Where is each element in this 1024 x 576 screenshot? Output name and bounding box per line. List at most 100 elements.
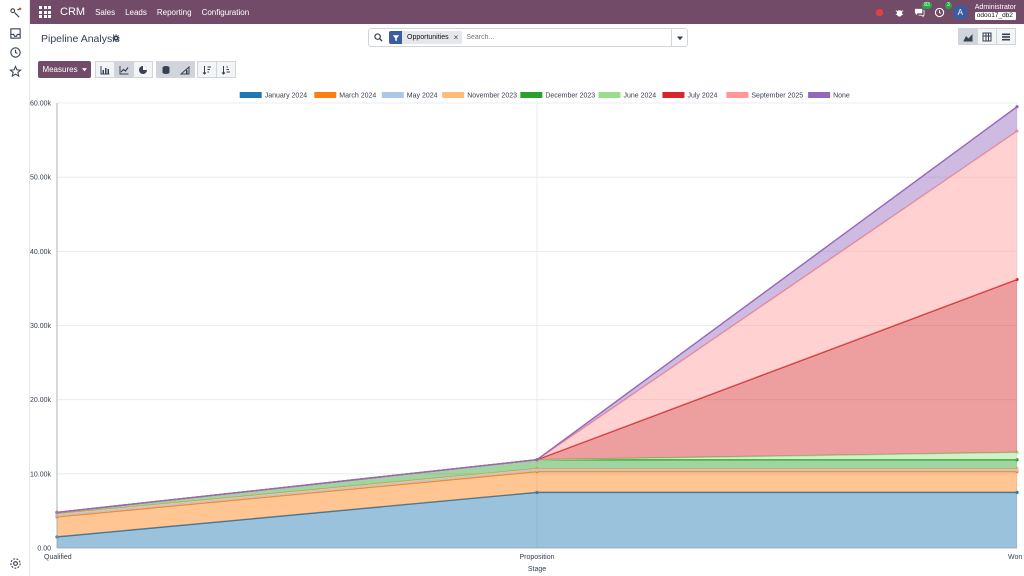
measures-dropdown-button[interactable]: Measures bbox=[38, 61, 91, 78]
filter-facet-remove-button[interactable]: × bbox=[453, 33, 459, 42]
series-area-7 bbox=[57, 131, 1017, 513]
legend-label-0: January 2024 bbox=[265, 93, 308, 100]
sort-descending-button[interactable] bbox=[197, 61, 217, 78]
page-title: Pipeline Analysis bbox=[41, 33, 120, 45]
messages-badge: 83 bbox=[922, 2, 932, 9]
legend-label-4: December 2023 bbox=[545, 93, 595, 100]
menu-reporting[interactable]: Reporting bbox=[156, 7, 192, 17]
pivot-view-button[interactable] bbox=[977, 28, 997, 45]
app-brand[interactable]: CRM bbox=[60, 6, 86, 18]
y-tick-label: 60.00k bbox=[30, 101, 51, 108]
series-area-0 bbox=[57, 492, 1017, 548]
cumulative-button[interactable] bbox=[175, 61, 195, 78]
sort-descending-icon bbox=[202, 65, 211, 75]
series-point-6 bbox=[1015, 277, 1019, 282]
pie-chart-button[interactable] bbox=[133, 61, 153, 78]
sort-ascending-icon bbox=[221, 65, 230, 75]
filter-icon bbox=[389, 31, 402, 44]
record-icon[interactable] bbox=[874, 6, 886, 18]
graph-view-button[interactable] bbox=[958, 28, 978, 45]
series-point-3 bbox=[1015, 467, 1019, 471]
search-input[interactable] bbox=[466, 34, 617, 41]
caret-down-icon bbox=[676, 36, 683, 40]
bar-chart-icon bbox=[100, 65, 110, 74]
activities-badge: 3 bbox=[944, 2, 952, 9]
stacked-button[interactable] bbox=[156, 61, 176, 78]
series-point-8 bbox=[1015, 105, 1019, 109]
clock-icon[interactable] bbox=[8, 45, 22, 59]
area-chart-icon bbox=[963, 33, 973, 41]
menu-sales[interactable]: Sales bbox=[95, 7, 116, 17]
list-icon bbox=[1002, 33, 1010, 40]
area-chart: 0.00 10.00k 20.00k 30.00k 40.00k 50.00k 60.00k… bbox=[30, 92, 1022, 573]
y-tick-label: 0.00 bbox=[37, 546, 51, 553]
activity-icon[interactable] bbox=[8, 6, 22, 20]
chart-type-group bbox=[95, 61, 153, 78]
messages-icon[interactable]: 83 bbox=[914, 2, 932, 18]
series-area-1 bbox=[57, 471, 1017, 537]
legend-swatch-7 bbox=[726, 92, 749, 98]
x-axis-title: Stage bbox=[528, 566, 546, 573]
legend-label-1: March 2024 bbox=[339, 93, 376, 100]
pie-chart-icon bbox=[139, 65, 147, 74]
y-tick-label: 20.00k bbox=[30, 397, 51, 404]
legend-swatch-2 bbox=[381, 92, 404, 98]
filter-facet-label: Opportunities bbox=[407, 34, 449, 41]
apps-menu-icon[interactable] bbox=[39, 6, 51, 18]
legend-swatch-8 bbox=[808, 92, 831, 98]
series-point-5 bbox=[1015, 450, 1019, 454]
legend-swatch-1 bbox=[314, 92, 337, 98]
user-avatar[interactable]: A bbox=[953, 5, 967, 19]
legend-swatch-4 bbox=[520, 92, 543, 98]
sort-ascending-button[interactable] bbox=[216, 61, 236, 78]
settings-icon[interactable] bbox=[8, 556, 22, 570]
legend-swatch-6 bbox=[662, 92, 685, 98]
x-tick-label: Proposition bbox=[519, 554, 554, 561]
series-point-0 bbox=[1015, 490, 1019, 494]
star-icon[interactable] bbox=[8, 64, 22, 78]
legend-label-6: July 2024 bbox=[687, 93, 717, 100]
search-icon[interactable] bbox=[374, 33, 383, 42]
x-tick-label: Won bbox=[1008, 554, 1022, 561]
y-tick-label: 50.00k bbox=[30, 175, 51, 182]
legend-swatch-5 bbox=[598, 92, 621, 98]
series-point-3 bbox=[535, 467, 539, 471]
activities-clock-icon[interactable]: 3 bbox=[934, 2, 952, 18]
bug-icon[interactable] bbox=[894, 6, 906, 18]
menu-leads[interactable]: Leads bbox=[125, 7, 147, 17]
series-point-8 bbox=[535, 458, 539, 462]
line-chart-button[interactable] bbox=[114, 61, 134, 78]
user-menu[interactable]: Administrator odoo17_db2 bbox=[974, 4, 1016, 20]
series-point-0 bbox=[535, 490, 539, 494]
sort-group bbox=[197, 61, 236, 78]
bar-chart-button[interactable] bbox=[95, 61, 115, 78]
legend-label-8: None bbox=[833, 93, 850, 100]
search-bar: Opportunities × bbox=[368, 28, 688, 47]
series-area-4 bbox=[57, 459, 1017, 514]
line-chart-icon bbox=[119, 65, 129, 74]
database-name: odoo17_db2 bbox=[974, 12, 1016, 20]
pivot-table-icon bbox=[982, 32, 992, 41]
user-name: Administrator bbox=[974, 4, 1016, 11]
series-area-5 bbox=[57, 452, 1017, 513]
legend-label-3: November 2023 bbox=[467, 93, 517, 100]
gear-icon[interactable] bbox=[112, 34, 120, 42]
inbox-icon[interactable] bbox=[8, 26, 22, 40]
search-options-toggle[interactable] bbox=[671, 29, 687, 46]
legend-label-7: September 2025 bbox=[751, 93, 803, 100]
list-view-button[interactable] bbox=[996, 28, 1016, 45]
pipeline-chart: 0.00 10.00k 20.00k 30.00k 40.00k 50.00k 60.00k… bbox=[30, 86, 1024, 576]
x-tick-label: Qualified bbox=[44, 554, 72, 561]
cumulative-icon bbox=[180, 65, 190, 74]
y-tick-label: 30.00k bbox=[30, 323, 51, 330]
legend-swatch-0 bbox=[239, 92, 262, 98]
left-rail bbox=[0, 0, 30, 576]
menu-configuration[interactable]: Configuration bbox=[201, 7, 250, 17]
view-switcher bbox=[958, 28, 1016, 45]
y-tick-label: 10.00k bbox=[30, 471, 51, 478]
top-navbar: CRM Sales Leads Reporting Configuration … bbox=[30, 0, 1024, 24]
legend-label-2: May 2024 bbox=[407, 93, 438, 100]
series-point-7 bbox=[1015, 129, 1019, 133]
measures-label: Measures bbox=[42, 65, 78, 74]
control-panel: Pipeline Analysis Opportunities × bbox=[30, 24, 1024, 86]
